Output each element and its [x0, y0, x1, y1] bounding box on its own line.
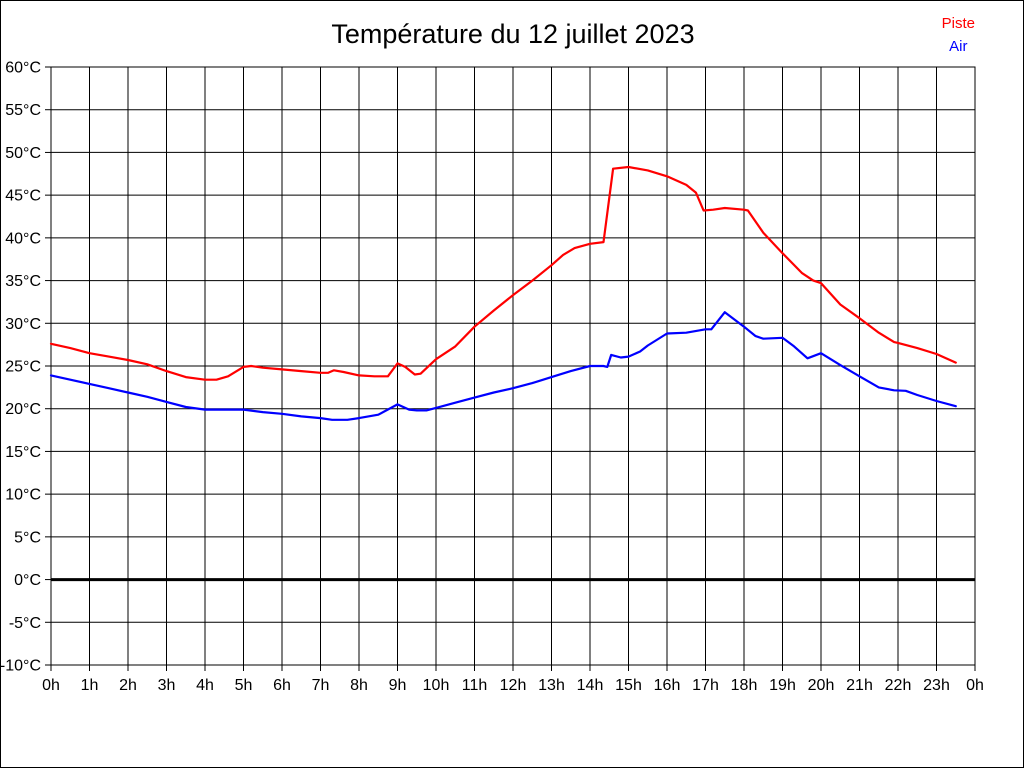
- x-tick-label: 16h: [654, 677, 681, 694]
- y-tick-label: 30°C: [5, 316, 41, 333]
- x-tick-label: 0h: [966, 677, 984, 694]
- series-line-air: [49, 311, 957, 421]
- x-tick-label: 9h: [389, 677, 407, 694]
- x-tick-label: 2h: [119, 677, 137, 694]
- x-tick-label: 17h: [692, 677, 719, 694]
- chart-title: Température du 12 juillet 2023: [331, 19, 695, 49]
- y-tick-label: 5°C: [14, 529, 41, 546]
- x-tick-label: 5h: [235, 677, 253, 694]
- y-tick-label: 0°C: [14, 572, 41, 589]
- plot-frame: [50, 66, 976, 666]
- y-tick-label: 45°C: [5, 188, 41, 205]
- x-tick-label: 0h: [42, 677, 60, 694]
- x-tick-label: 8h: [350, 677, 368, 694]
- y-tick-label: 40°C: [5, 230, 41, 247]
- x-tick-label: 15h: [615, 677, 642, 694]
- legend-item-air: Air: [942, 35, 975, 58]
- legend-item-piste: Piste: [942, 12, 975, 35]
- y-tick-label: 10°C: [5, 487, 41, 504]
- x-tick-label: 3h: [158, 677, 176, 694]
- y-tick-label: 20°C: [5, 401, 41, 418]
- legend-label-piste: Piste: [941, 15, 975, 32]
- x-tick-label: 21h: [846, 677, 873, 694]
- x-tick-label: 18h: [731, 677, 758, 694]
- y-tick-label: 60°C: [5, 60, 41, 77]
- series-line-piste: [49, 165, 957, 381]
- y-tick-label: 50°C: [5, 145, 41, 162]
- x-tick-label: 14h: [577, 677, 604, 694]
- x-tick-label: 20h: [808, 677, 835, 694]
- x-tick-label: 12h: [500, 677, 527, 694]
- x-tick-label: 23h: [923, 677, 950, 694]
- chart-legend: Piste Air: [942, 12, 975, 58]
- x-tick-label: 7h: [312, 677, 330, 694]
- x-tick-label: 10h: [423, 677, 450, 694]
- y-tick-label: -10°C: [1, 658, 41, 675]
- y-tick-label: 15°C: [5, 444, 41, 461]
- x-tick-label: 19h: [769, 677, 796, 694]
- y-tick-label: 55°C: [5, 102, 41, 119]
- legend-label-air: Air: [949, 38, 968, 55]
- x-tick-label: 13h: [538, 677, 565, 694]
- x-tick-label: 4h: [196, 677, 214, 694]
- y-tick-label: 35°C: [5, 273, 41, 290]
- x-tick-label: 22h: [885, 677, 912, 694]
- x-tick-label: 1h: [81, 677, 99, 694]
- x-tick-label: 6h: [273, 677, 291, 694]
- y-tick-label: -5°C: [9, 615, 41, 632]
- x-tick-label: 11h: [462, 677, 488, 694]
- y-tick-label: 25°C: [5, 359, 41, 376]
